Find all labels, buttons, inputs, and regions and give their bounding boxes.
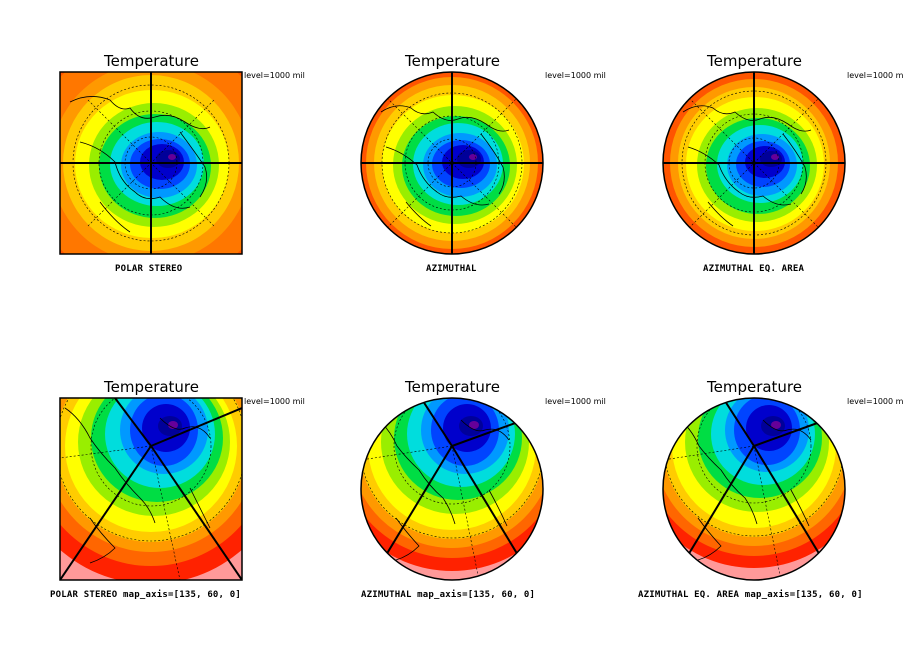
map-panel-azimuthal-eq-area-rotated: Temperature level=1000 mil [638,326,904,646]
projection-caption: POLAR STEREO [115,264,183,274]
map-panel-polar-stereo: Temperature level=1000 mil [59,0,360,320]
projection-caption: AZIMUTHAL [426,264,477,274]
map-panel-polar-stereo-rotated: Temperature level=1000 mil [50,326,360,646]
map-title: Temperature [404,52,501,70]
polar-stereo-rotated-map [59,397,243,581]
map-title: Temperature [103,52,200,70]
azimuthal-eq-area-rotated-map [662,397,846,581]
projection-caption: AZIMUTHAL EQ. AREA map_axis=[135, 60, 0] [638,590,863,600]
map-panel-azimuthal-rotated: Temperature level=1000 mil [360,326,661,646]
map-title: Temperature [404,378,501,396]
projection-caption: POLAR STEREO map_axis=[135, 60, 0] [50,590,242,600]
projection-caption: AZIMUTHAL EQ. AREA [703,264,805,274]
level-label: level=1000 mil [847,397,904,406]
level-label: level=1000 mil [244,71,305,80]
level-label: level=1000 mil [545,71,606,80]
map-panel-azimuthal-eq-area: Temperature level=1000 mil AZI [662,0,904,320]
level-label: level=1000 mil [244,397,305,406]
azimuthal-rotated-map [360,397,544,581]
map-title: Temperature [706,52,803,70]
level-label: level=1000 mil [545,397,606,406]
projection-caption: AZIMUTHAL map_axis=[135, 60, 0] [361,590,536,600]
azimuthal-eq-area-map [662,71,846,255]
azimuthal-map [360,71,544,255]
level-label: level=1000 mil [847,71,904,80]
map-title: Temperature [706,378,803,396]
polar-stereo-map [59,71,243,255]
map-title: Temperature [103,378,200,396]
map-panel-azimuthal: Temperature level=1000 mil AZI [360,0,661,320]
